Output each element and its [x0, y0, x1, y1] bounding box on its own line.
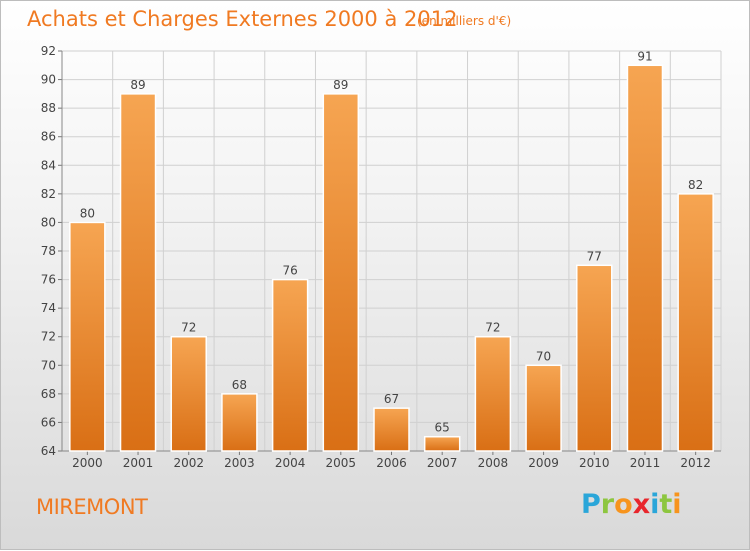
data-label: 82 — [688, 178, 703, 192]
logo-letter: i — [672, 489, 682, 520]
y-tick-label: 84 — [41, 158, 56, 172]
bar-2003 — [221, 393, 258, 452]
bar-2010 — [576, 264, 613, 452]
data-label: 91 — [637, 49, 652, 63]
data-label: 77 — [587, 249, 602, 263]
y-tick-label: 70 — [41, 358, 56, 372]
x-tick-label: 2008 — [478, 456, 509, 470]
logo-letter: r — [600, 489, 615, 520]
labels: 64 66 68 70 72 74 76 78 80 82 84 86 88 90 92 80 2000 89 20… — [41, 44, 711, 470]
y-tick-label: 76 — [41, 273, 56, 287]
y-tick-label: 88 — [41, 101, 56, 115]
data-label: 72 — [181, 321, 196, 335]
data-label: 80 — [80, 206, 95, 220]
y-tick-label: 72 — [41, 330, 56, 344]
data-label: 89 — [333, 78, 348, 92]
y-tick-label: 78 — [41, 244, 56, 258]
x-tick-label: 2009 — [528, 456, 559, 470]
x-tick-label: 2007 — [427, 456, 458, 470]
y-tick-label: 74 — [41, 301, 56, 315]
data-label: 89 — [130, 78, 145, 92]
x-tick-label: 2000 — [72, 456, 103, 470]
bar-2012 — [677, 193, 714, 452]
data-label: 72 — [485, 321, 500, 335]
x-tick-label: 2010 — [579, 456, 610, 470]
bar-2002 — [170, 335, 207, 452]
x-tick-label: 2001 — [123, 456, 154, 470]
bar-2009 — [525, 364, 562, 452]
bar-2004 — [271, 278, 309, 452]
logo-letter: x — [632, 489, 651, 520]
x-tick-label: 2003 — [224, 456, 255, 470]
bar-2000 — [69, 221, 106, 452]
chart-title: Achats et Charges Externes 2000 à 2012 — [27, 7, 458, 31]
proxiti-logo: Proxiti — [581, 489, 682, 520]
y-tick-label: 86 — [41, 130, 56, 144]
bar-2006 — [373, 407, 410, 452]
y-tick-label: 82 — [41, 187, 56, 201]
data-label: 70 — [536, 349, 551, 363]
y-tick-label: 64 — [41, 444, 56, 458]
data-label: 68 — [232, 378, 247, 392]
bars — [69, 64, 714, 452]
y-tick-label: 90 — [41, 73, 56, 87]
data-label: 76 — [282, 264, 297, 278]
x-tick-label: 2005 — [326, 456, 357, 470]
x-tick-label: 2011 — [630, 456, 661, 470]
place-name: MIREMONT — [36, 495, 148, 519]
y-tick-label: 80 — [41, 215, 56, 229]
x-tick-label: 2004 — [275, 456, 306, 470]
y-tick-label: 68 — [41, 387, 56, 401]
bar-2001 — [119, 93, 157, 452]
bar-2011 — [626, 64, 664, 452]
logo-letter: P — [581, 489, 601, 520]
data-label: 67 — [384, 392, 399, 406]
data-label: 65 — [435, 421, 450, 435]
grid-lines — [61, 50, 722, 452]
logo-letter: i — [650, 489, 660, 520]
y-tick-label: 92 — [41, 44, 56, 58]
x-tick-label: 2012 — [680, 456, 711, 470]
chart-unit-note: (en milliers d'€) — [417, 14, 512, 28]
logo-letter: t — [659, 489, 673, 520]
x-tick-label: 2002 — [173, 456, 204, 470]
bar-2008 — [474, 335, 512, 452]
bar-2005 — [322, 93, 360, 452]
y-tick-label: 66 — [41, 415, 56, 429]
x-tick-label: 2006 — [376, 456, 407, 470]
bar-2007 — [423, 435, 461, 452]
logo-letter: o — [614, 489, 633, 520]
